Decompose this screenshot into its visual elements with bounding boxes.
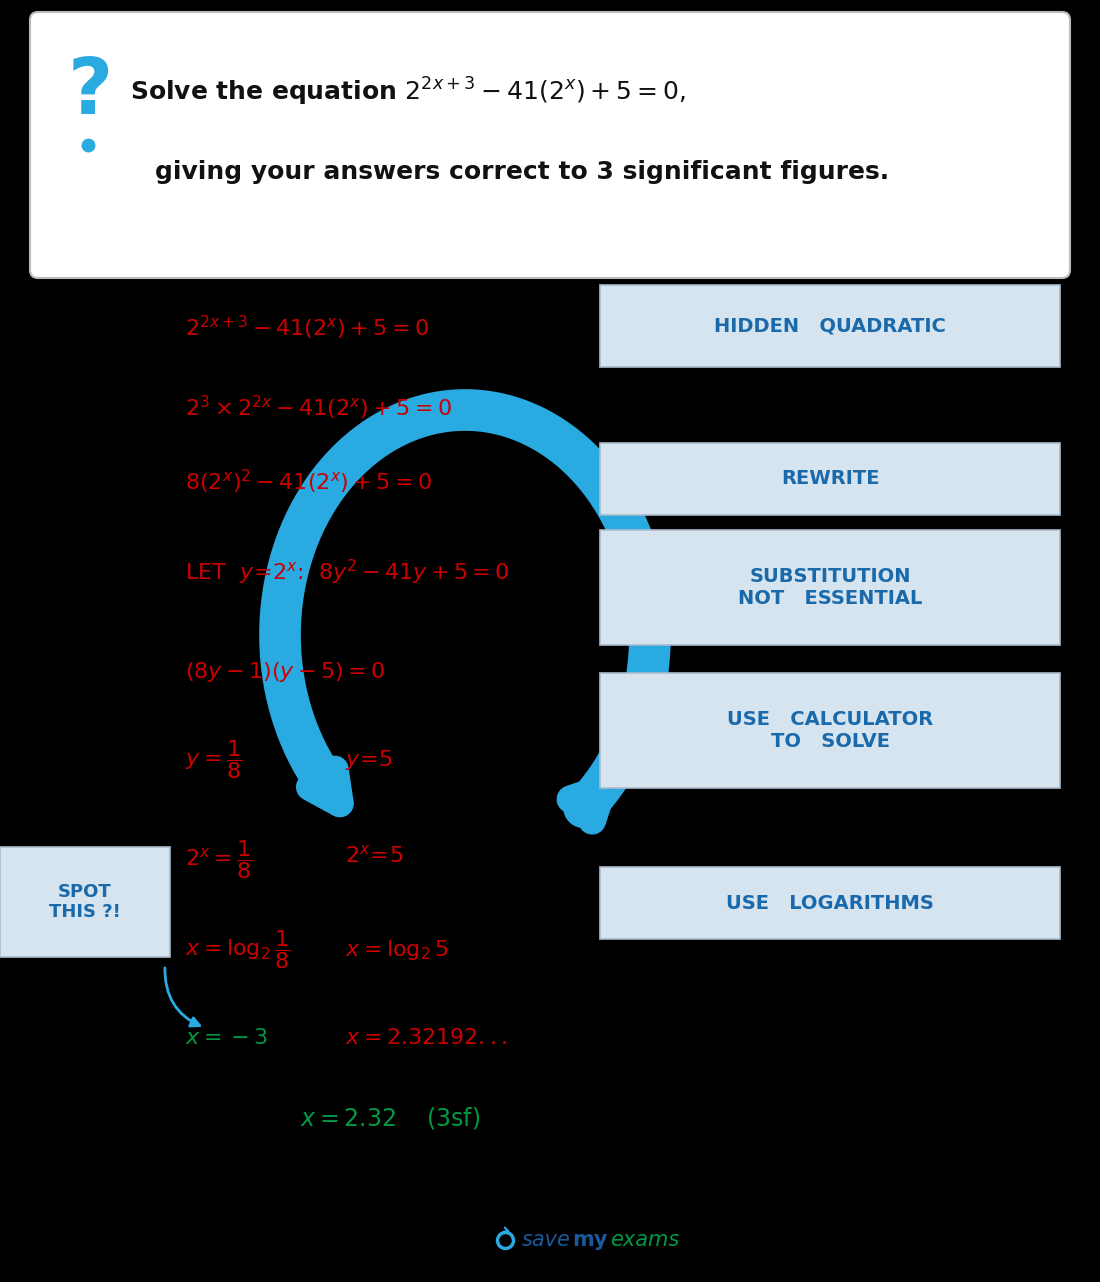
FancyBboxPatch shape	[600, 529, 1060, 645]
Text: my: my	[572, 1229, 607, 1250]
Text: SPOT
THIS ?!: SPOT THIS ?!	[50, 882, 121, 922]
FancyBboxPatch shape	[30, 12, 1070, 278]
Text: USE   CALCULATOR
TO   SOLVE: USE CALCULATOR TO SOLVE	[727, 710, 933, 751]
FancyBboxPatch shape	[600, 673, 1060, 788]
Text: $x = -3$: $x = -3$	[185, 1028, 267, 1047]
Text: $2^x\!=\!5$: $2^x\!=\!5$	[345, 844, 404, 867]
Text: exams: exams	[610, 1229, 680, 1250]
Text: giving your answers correct to 3 significant figures.: giving your answers correct to 3 signifi…	[155, 160, 889, 185]
Text: USE   LOGARITHMS: USE LOGARITHMS	[726, 894, 934, 913]
Text: SUBSTITUTION
NOT   ESSENTIAL: SUBSTITUTION NOT ESSENTIAL	[738, 567, 922, 608]
Text: $2^{2x+3} - 41(2^x) + 5 = 0$: $2^{2x+3} - 41(2^x) + 5 = 0$	[185, 314, 429, 342]
Text: $y\!=\!5$: $y\!=\!5$	[345, 747, 393, 772]
FancyBboxPatch shape	[600, 867, 1060, 938]
Text: LET  $y\!=\!2^x$:  $8y^2 - 41y + 5 = 0$: LET $y\!=\!2^x$: $8y^2 - 41y + 5 = 0$	[185, 558, 509, 587]
Text: save: save	[522, 1229, 571, 1250]
Text: $y = \dfrac{1}{8}$: $y = \dfrac{1}{8}$	[185, 738, 242, 782]
Text: ?: ?	[67, 54, 112, 129]
FancyBboxPatch shape	[600, 444, 1060, 515]
Text: $(8y - 1)(y - 5) = 0$: $(8y - 1)(y - 5) = 0$	[185, 660, 385, 685]
Text: HIDDEN   QUADRATIC: HIDDEN QUADRATIC	[714, 317, 946, 336]
FancyBboxPatch shape	[0, 847, 170, 956]
Text: $2^3 \times 2^{2x} - 41(2^x) + 5 = 0$: $2^3 \times 2^{2x} - 41(2^x) + 5 = 0$	[185, 394, 452, 422]
FancyBboxPatch shape	[600, 285, 1060, 367]
Text: $8(2^x)^2 - 41(2^x) + 5 = 0$: $8(2^x)^2 - 41(2^x) + 5 = 0$	[185, 468, 432, 496]
Text: $x = 2.32192...$: $x = 2.32192...$	[345, 1028, 507, 1047]
Text: $x = 2.32$    (3sf): $x = 2.32$ (3sf)	[300, 1105, 481, 1131]
Text: $x = \log_2 \dfrac{1}{8}$: $x = \log_2 \dfrac{1}{8}$	[185, 928, 290, 972]
Text: Solve the equation $2^{2x+3} - 41\left(2^x\right) + 5 = 0,$: Solve the equation $2^{2x+3} - 41\left(2…	[130, 76, 685, 108]
Text: REWRITE: REWRITE	[781, 469, 879, 488]
Text: $2^x = \dfrac{1}{8}$: $2^x = \dfrac{1}{8}$	[185, 838, 253, 882]
Text: $x = \log_2 5$: $x = \log_2 5$	[345, 938, 449, 962]
